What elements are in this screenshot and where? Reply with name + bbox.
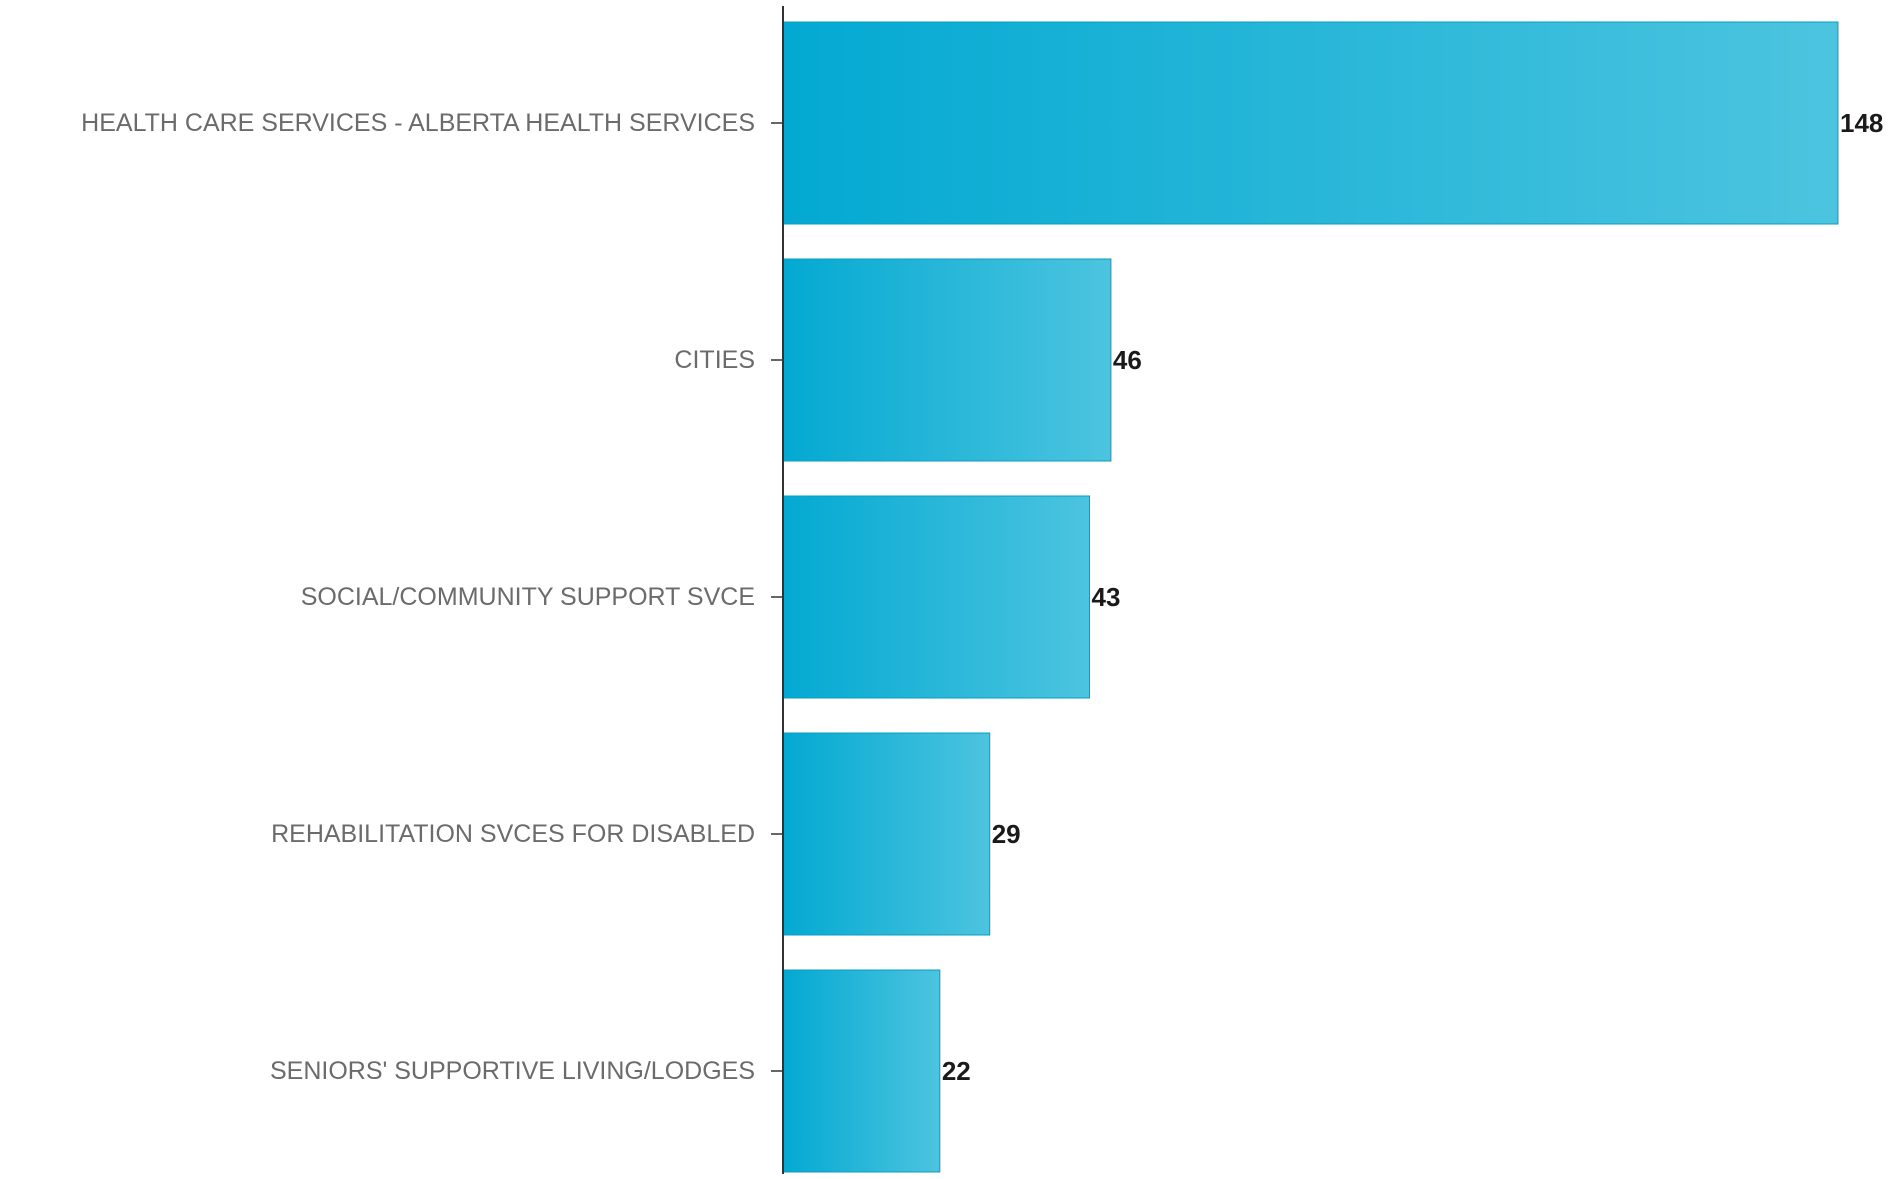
- bar-2: [782, 258, 1112, 462]
- category-label-1: HEALTH CARE SERVICES - ALBERTA HEALTH SE…: [81, 109, 755, 137]
- value-label-3: 43: [1092, 582, 1121, 612]
- value-label-2: 46: [1113, 345, 1142, 375]
- category-label-5: SENIORS' SUPPORTIVE LIVING/LODGES: [270, 1057, 755, 1085]
- category-label-2: CITIES: [674, 346, 755, 374]
- bar-5: [782, 969, 941, 1173]
- category-label-3: SOCIAL/COMMUNITY SUPPORT SVCE: [301, 583, 755, 611]
- bars-layer: [782, 21, 1839, 1173]
- bar-4: [782, 732, 991, 936]
- value-label-5: 22: [942, 1056, 971, 1086]
- category-labels: HEALTH CARE SERVICES - ALBERTA HEALTH SE…: [81, 109, 755, 1085]
- category-label-4: REHABILITATION SVCES FOR DISABLED: [271, 820, 755, 848]
- bar-1: [782, 21, 1839, 225]
- value-labels: 148 46 43 29 22: [942, 108, 1884, 1086]
- ticks-layer: [771, 122, 783, 1072]
- bar-3: [782, 495, 1091, 699]
- value-label-1: 148: [1840, 108, 1883, 138]
- value-label-4: 29: [992, 819, 1021, 849]
